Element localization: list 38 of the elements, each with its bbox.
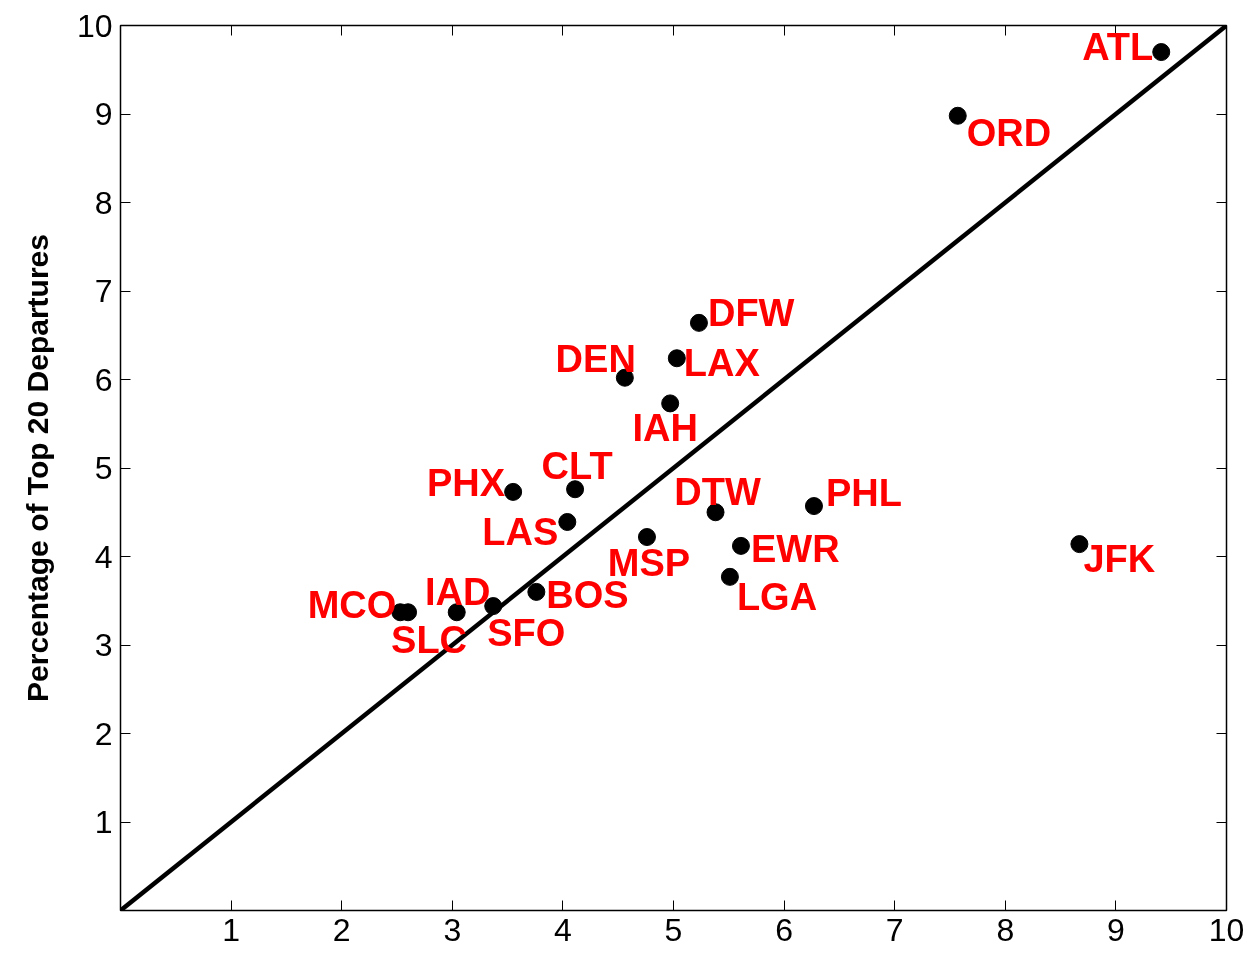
- annotation: EWR: [750, 527, 840, 570]
- y-tick-label: 7: [94, 273, 113, 309]
- x-tick-label: 3: [443, 911, 462, 948]
- y-tick-label: 1: [94, 804, 113, 840]
- annotation: PHX: [427, 461, 506, 504]
- annotation: PHL: [825, 472, 902, 515]
- annotation: DEN: [555, 337, 636, 380]
- x-tick-label: 2: [332, 911, 351, 948]
- annotation: IAH: [632, 407, 698, 450]
- annotation: MCO: [307, 584, 397, 627]
- annotation: ORD: [966, 111, 1052, 154]
- x-tick-label: 5: [664, 911, 683, 948]
- y-tick-label: 3: [94, 627, 113, 663]
- y-tick-label: 5: [94, 450, 113, 486]
- x-tick-label: 6: [775, 911, 793, 948]
- y-axis-title: Percentage of Top 20 Departures: [20, 234, 54, 702]
- annotation: DFW: [707, 291, 795, 334]
- annotation: CLT: [541, 445, 613, 488]
- y-tick-label: 2: [94, 715, 113, 752]
- y-tick-label: 10: [76, 7, 113, 44]
- annotation: LAX: [683, 342, 761, 385]
- x-tick-label: 4: [554, 911, 572, 948]
- annotation: IAD: [425, 571, 491, 614]
- x-tick-label: 9: [1107, 911, 1125, 948]
- y-tick-label: 8: [94, 184, 113, 221]
- annotation: SFO: [487, 612, 566, 655]
- x-tick-label: 10: [1208, 911, 1245, 948]
- x-tick-label: 1: [222, 911, 240, 948]
- x-tick-label: 8: [996, 911, 1015, 948]
- annotation: ATL: [1082, 26, 1154, 69]
- annotation: LAS: [482, 510, 559, 553]
- annotation: LGA: [736, 575, 818, 618]
- y-tick-label: 4: [94, 538, 113, 575]
- annotation: JFK: [1083, 538, 1156, 581]
- x-tick-label: 7: [885, 911, 904, 948]
- y-tick-label: 6: [94, 361, 113, 398]
- annotation: DTW: [674, 471, 761, 514]
- y-tick-label: 9: [94, 96, 113, 132]
